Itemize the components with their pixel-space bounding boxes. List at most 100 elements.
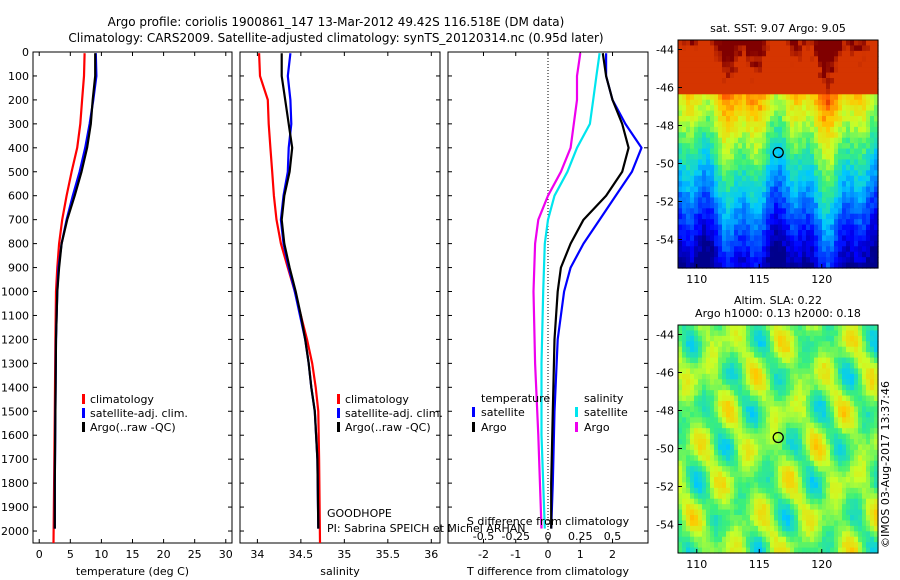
heatmap-cell xyxy=(750,213,755,220)
heatmap-cell xyxy=(858,246,863,253)
heatmap-cell xyxy=(766,83,771,90)
heatmap-cell xyxy=(734,515,739,522)
heatmap-cell xyxy=(794,466,799,473)
heatmap-cell xyxy=(706,99,711,106)
heatmap-cell xyxy=(874,542,879,549)
heatmap-cell xyxy=(754,390,759,397)
heatmap-cell xyxy=(850,45,855,52)
heatmap-cell xyxy=(814,240,819,247)
heatmap-cell xyxy=(734,116,739,123)
heatmap-cell xyxy=(782,487,787,494)
heatmap-cell xyxy=(802,126,807,133)
heatmap-cell xyxy=(830,240,835,247)
heatmap-cell xyxy=(686,466,691,473)
heatmap-cell xyxy=(762,330,767,337)
heatmap-cell xyxy=(802,164,807,171)
heatmap-cell xyxy=(746,170,751,177)
heatmap-cell xyxy=(854,230,859,237)
heatmap-cell xyxy=(694,121,699,128)
heatmap-cell xyxy=(742,235,747,242)
heatmap-cell xyxy=(738,132,743,139)
heatmap-cell xyxy=(810,197,815,204)
heatmap-cell xyxy=(862,357,867,364)
heatmap-cell xyxy=(866,379,871,386)
heatmap-cell xyxy=(786,411,791,418)
heatmap-cell xyxy=(774,192,779,199)
heatmap-cell xyxy=(714,401,719,408)
heatmap-cell xyxy=(858,433,863,440)
heatmap-cell xyxy=(818,219,823,226)
heatmap-cell xyxy=(726,379,731,386)
heatmap-cell xyxy=(842,61,847,68)
heatmap-cell xyxy=(874,417,879,424)
heatmap-cell xyxy=(850,536,855,543)
heatmap-cell xyxy=(762,487,767,494)
heatmap-cell xyxy=(810,520,815,527)
heatmap-cell xyxy=(686,159,691,166)
heatmap-cell xyxy=(790,230,795,237)
heatmap-cell xyxy=(850,56,855,63)
heatmap-cell xyxy=(842,439,847,446)
heatmap-cell xyxy=(782,78,787,85)
heatmap-cell xyxy=(762,493,767,500)
heatmap-cell xyxy=(726,373,731,380)
heatmap-cell xyxy=(754,477,759,484)
heatmap-cell xyxy=(842,384,847,391)
heatmap-cell xyxy=(734,67,739,74)
heatmap-cell xyxy=(678,406,683,413)
heatmap-cell xyxy=(794,515,799,522)
heatmap-cell xyxy=(806,240,811,247)
heatmap-cell xyxy=(850,240,855,247)
heatmap-cell xyxy=(854,110,859,117)
heatmap-cell xyxy=(766,50,771,57)
heatmap-cell xyxy=(718,224,723,231)
legend-label: satellite-adj. clim. xyxy=(90,407,188,420)
heatmap-cell xyxy=(686,154,691,161)
heatmap-cell xyxy=(838,422,843,429)
heatmap-cell xyxy=(706,542,711,549)
heatmap-cell xyxy=(846,406,851,413)
heatmap-cell xyxy=(762,357,767,364)
heatmap-cell xyxy=(830,88,835,95)
heatmap-cell xyxy=(794,536,799,543)
heatmap-cell xyxy=(838,94,843,101)
heatmap-cell xyxy=(858,466,863,473)
heatmap-cell xyxy=(762,61,767,68)
heatmap-cell xyxy=(706,482,711,489)
heatmap-cell xyxy=(714,509,719,516)
heatmap-cell xyxy=(798,50,803,57)
heatmap-cell xyxy=(866,395,871,402)
heatmap-cell xyxy=(838,531,843,538)
heatmap-cell xyxy=(754,493,759,500)
heatmap-cell xyxy=(858,50,863,57)
heatmap-cell xyxy=(838,325,843,332)
heatmap-cell xyxy=(870,455,875,462)
heatmap-cell xyxy=(698,99,703,106)
heatmap-cell xyxy=(874,99,879,106)
heatmap-cell xyxy=(858,208,863,215)
heatmap-cell xyxy=(818,330,823,337)
heatmap-cell xyxy=(698,346,703,353)
heatmap-cell xyxy=(814,477,819,484)
heatmap-cell xyxy=(802,67,807,74)
heatmap-cell xyxy=(690,175,695,182)
legend-label: satellite xyxy=(584,406,628,419)
heatmap-cell xyxy=(866,88,871,95)
heatmap-cell xyxy=(714,428,719,435)
heatmap-cell xyxy=(782,482,787,489)
heatmap-cell xyxy=(810,330,815,337)
heatmap-cell xyxy=(826,240,831,247)
heatmap-cell xyxy=(698,406,703,413)
heatmap-cell xyxy=(738,45,743,52)
heatmap-cell xyxy=(698,213,703,220)
heatmap-cell xyxy=(782,197,787,204)
heatmap-cell xyxy=(778,411,783,418)
heatmap-cell xyxy=(766,56,771,63)
heatmap-cell xyxy=(790,213,795,220)
heatmap-cell xyxy=(834,262,839,269)
heatmap-cell xyxy=(758,379,763,386)
heatmap-cell xyxy=(822,547,827,554)
heatmap-cell xyxy=(798,335,803,342)
heatmap-cell xyxy=(826,341,831,348)
heatmap-cell xyxy=(854,449,859,456)
